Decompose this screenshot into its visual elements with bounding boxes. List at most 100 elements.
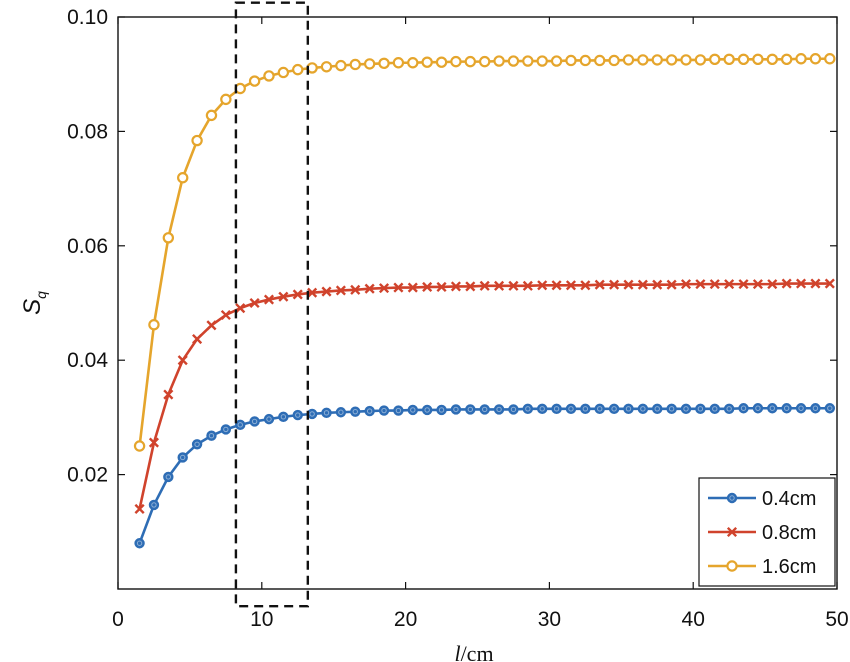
legend: 0.4cm 0.8cm 1.6cm [698, 477, 836, 587]
plot-frame [117, 16, 838, 590]
data-point [537, 280, 548, 291]
data-point [148, 499, 160, 511]
y-tick-label: 0.06 [67, 235, 108, 258]
data-point [824, 278, 835, 289]
data-point [307, 287, 318, 298]
data-point [191, 134, 203, 147]
x-axis-label-var: l [454, 641, 460, 662]
data-point [177, 452, 188, 463]
data-point [609, 279, 620, 290]
data-point [652, 403, 663, 415]
data-point [278, 411, 289, 423]
data-point [623, 279, 634, 290]
data-point [780, 53, 793, 66]
data-point [407, 282, 418, 293]
data-point [551, 403, 562, 415]
data-point [148, 319, 160, 331]
data-point [220, 309, 231, 321]
data-point [421, 404, 433, 416]
data-point [652, 279, 663, 290]
data-point [163, 389, 174, 400]
series-layer [133, 53, 836, 549]
data-point [810, 403, 821, 414]
data-point [565, 54, 577, 67]
y-tick-label: 0.08 [67, 120, 108, 143]
y-axis-label-sub: q [33, 291, 49, 299]
data-point [378, 405, 390, 416]
data-point [148, 437, 159, 448]
data-point [479, 404, 490, 415]
data-point [637, 54, 649, 66]
data-point [637, 403, 649, 415]
data-point [277, 66, 290, 79]
data-point [133, 440, 146, 452]
data-point [494, 280, 505, 291]
data-point [522, 403, 534, 415]
data-point [594, 403, 605, 415]
x-tick-label: 20 [394, 608, 417, 631]
x-axis: 0 10 20 30 40 50 [112, 17, 849, 631]
data-point [795, 403, 807, 414]
data-point [493, 404, 505, 415]
data-point [464, 55, 477, 68]
data-point [723, 403, 735, 415]
data-point [537, 403, 548, 415]
data-point [249, 416, 260, 427]
series-0.4cm [134, 403, 836, 549]
data-point [192, 333, 203, 345]
data-point [263, 70, 275, 82]
data-point [162, 232, 175, 244]
x-tick-label: 50 [825, 608, 848, 631]
data-point [565, 403, 577, 415]
data-point [465, 404, 476, 415]
data-point [637, 279, 648, 290]
data-point [723, 53, 735, 66]
data-point [450, 281, 461, 292]
data-point [608, 54, 620, 67]
x-tick-label: 0 [112, 608, 124, 631]
data-point [651, 54, 663, 66]
data-point [320, 61, 333, 73]
data-point [163, 471, 174, 483]
data-point [364, 283, 375, 294]
data-point [364, 405, 375, 417]
data-point [363, 58, 376, 70]
legend-swatch-marker [726, 526, 738, 538]
data-point [709, 53, 721, 66]
data-point [435, 56, 448, 68]
data-point [522, 280, 533, 291]
data-point [665, 54, 678, 66]
legend-item: 1.6cm [708, 556, 816, 578]
data-point [594, 279, 605, 290]
data-point [536, 55, 548, 67]
data-point [350, 406, 361, 417]
data-point [507, 55, 520, 67]
data-point [767, 279, 778, 290]
data-point [263, 294, 275, 305]
x-axis-label-unit: /cm [461, 641, 494, 662]
data-point [781, 403, 792, 414]
data-point [393, 405, 404, 416]
data-point [796, 278, 807, 289]
data-point [335, 407, 347, 418]
data-point [680, 403, 692, 415]
legend-item: 0.8cm [708, 522, 816, 544]
data-point [551, 280, 562, 291]
data-point [422, 281, 433, 293]
data-point [450, 404, 462, 415]
data-point [479, 280, 490, 291]
series-0.8cm [134, 278, 835, 514]
data-point [465, 281, 476, 292]
data-point [508, 280, 519, 291]
data-point [767, 403, 778, 414]
data-point [594, 54, 606, 67]
y-tick-label: 0.04 [67, 349, 108, 372]
data-point [220, 424, 232, 435]
data-point [263, 413, 275, 425]
data-point [810, 278, 821, 289]
data-point [436, 404, 447, 416]
data-point [809, 53, 822, 65]
data-point [752, 53, 764, 66]
data-point [292, 289, 303, 300]
